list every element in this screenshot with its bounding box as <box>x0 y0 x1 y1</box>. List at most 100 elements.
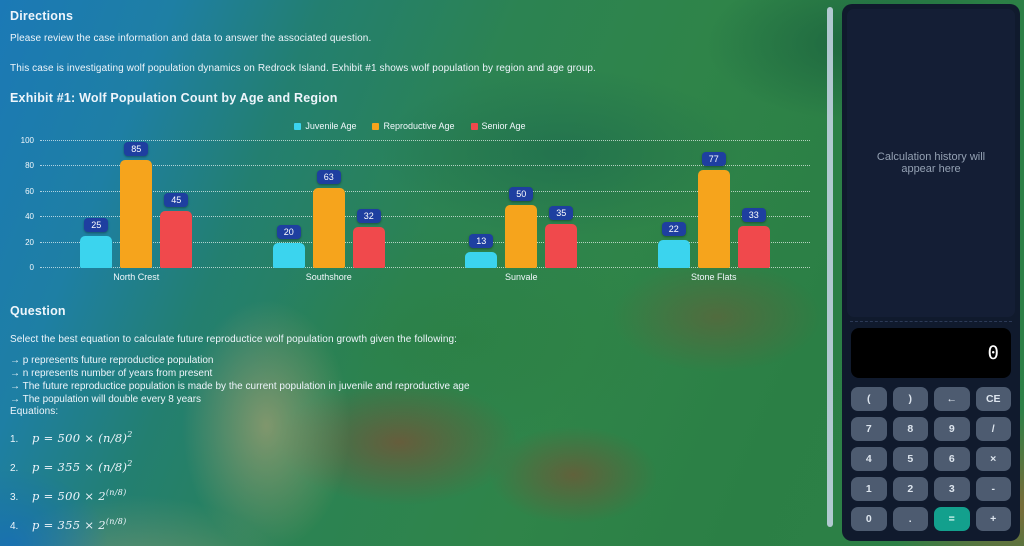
equation-list: 1. p = 500 × (n/8)2 2. p = 355 × (n/8)2 3. p … <box>10 430 133 546</box>
legend-swatch <box>470 122 478 130</box>
calc-button-×[interactable]: × <box>975 447 1011 471</box>
calc-button-CE[interactable]: CE <box>975 387 1011 411</box>
calc-button-1[interactable]: 1 <box>851 477 887 501</box>
calculator-display: 0 <box>851 328 1011 378</box>
calc-button-)[interactable]: ) <box>892 387 928 411</box>
equation-number: 3. <box>10 491 19 503</box>
bar-column: 32 <box>352 209 385 268</box>
equation-number: 1. <box>10 433 19 445</box>
bar <box>80 236 113 268</box>
bar-value-badge: 85 <box>124 142 149 157</box>
bar-column: 77 <box>697 152 730 268</box>
directions-text: Please review the case information and d… <box>10 33 372 44</box>
calc-button-9[interactable]: 9 <box>934 417 970 441</box>
bar <box>352 227 385 268</box>
bar-value-badge: 35 <box>549 205 574 220</box>
question-bullet-list: → p represents future reproductice popul… <box>10 354 470 406</box>
calc-button-8[interactable]: 8 <box>892 417 928 441</box>
calc-button-0[interactable]: 0 <box>851 507 887 531</box>
bar-value-badge: 25 <box>84 218 109 233</box>
equation-item: 3. p = 500 × 2(n/8) <box>10 488 133 517</box>
bar-column: 20 <box>272 224 305 268</box>
bar <box>272 242 305 268</box>
equation-exponent: 2 <box>127 430 133 439</box>
equation-math: p = 500 × 2(n/8) <box>32 488 127 503</box>
y-axis-tick-label: 80 <box>25 161 34 171</box>
bar-group: 20 63 32 Southshore <box>272 170 385 282</box>
calculator-display-value: 0 <box>987 342 999 364</box>
y-axis-tick-label: 100 <box>20 136 34 145</box>
legend-swatch <box>294 122 302 130</box>
question-prompt: Select the best equation to calculate fu… <box>10 334 458 345</box>
bar-column: 63 <box>312 170 345 268</box>
bar <box>505 204 538 268</box>
calc-button-7[interactable]: 7 <box>851 417 887 441</box>
exhibit-title: Exhibit #1: Wolf Population Count by Age… <box>10 91 338 105</box>
case-description-text: This case is investigating wolf populati… <box>10 63 596 74</box>
question-bullet: → The population will double every 8 yea… <box>10 394 202 405</box>
question-bullet: → n represents number of years from pres… <box>10 368 213 379</box>
equation-exponent: 2 <box>127 459 133 468</box>
equation-math: p = 355 × (n/8)2 <box>32 459 133 474</box>
legend-label: Juvenile Age <box>305 121 357 131</box>
equation-item: 1. p = 500 × (n/8)2 <box>10 430 133 459</box>
bar-column: 13 <box>465 233 498 268</box>
calc-button-2[interactable]: 2 <box>892 477 928 501</box>
bar <box>545 223 578 268</box>
y-axis-tick-label: 20 <box>25 237 34 247</box>
calculator-separator <box>850 321 1012 322</box>
y-axis-tick-label: 60 <box>25 186 34 196</box>
case-content-pane: Directions Please review the case inform… <box>10 0 822 546</box>
y-axis-tick-label: 0 <box>29 263 34 272</box>
bar-column: 85 <box>120 142 153 268</box>
calc-button-5[interactable]: 5 <box>892 447 928 471</box>
calc-button-+[interactable]: + <box>975 507 1011 531</box>
bar-value-badge: 50 <box>509 186 534 201</box>
bar-group: 22 77 33 Stone Flats <box>657 152 770 282</box>
bar-column: 50 <box>505 186 538 268</box>
calc-button-equals[interactable]: = <box>934 507 970 531</box>
equation-math: p = 500 × (n/8)2 <box>32 430 133 445</box>
calc-button-3[interactable]: 3 <box>934 477 970 501</box>
bar-value-badge: 13 <box>469 233 494 248</box>
bar-group: 13 50 35 Sunvale <box>465 186 578 282</box>
equations-label: Equations: <box>10 406 59 417</box>
bar <box>657 240 690 268</box>
question-heading: Question <box>10 304 66 318</box>
equation-number: 4. <box>10 520 19 532</box>
equation-exponent: (n/8) <box>105 488 127 497</box>
legend-item: Senior Age <box>470 119 526 133</box>
equation-item: 4. p = 355 × 2(n/8) <box>10 517 133 546</box>
calculator-history-area: Calculation history will appear here <box>847 9 1015 317</box>
bar-value-badge: 77 <box>701 152 726 167</box>
x-axis-category-label: Sunvale <box>504 272 538 282</box>
bar-value-badge: 45 <box>164 192 189 207</box>
calc-button-/[interactable]: / <box>975 417 1011 441</box>
question-bullet: → The future reproductice population is … <box>10 381 470 392</box>
calc-button-backspace[interactable]: ← <box>934 387 970 411</box>
calc-button--[interactable]: - <box>975 477 1011 501</box>
bar-column: 45 <box>160 192 193 268</box>
equation-exponent: (n/8) <box>105 517 127 526</box>
calc-button-.[interactable]: . <box>892 507 928 531</box>
vertical-scrollbar-thumb[interactable] <box>827 7 833 527</box>
bar-value-badge: 63 <box>316 170 341 184</box>
bar-groups: 25 85 45 North Crest 20 63 32 Southshore 13 50 35 S… <box>40 141 810 282</box>
gridline: 100 <box>21 136 810 145</box>
bar-value-badge: 32 <box>356 209 381 224</box>
legend-item: Juvenile Age <box>294 119 356 133</box>
bar-value-badge: 22 <box>661 222 686 237</box>
wolf-population-chart: Juvenile Age Reproductive Age Senior Age 0… <box>10 119 810 282</box>
equation-math: p = 355 × 2(n/8) <box>32 517 127 532</box>
equation-number: 2. <box>10 462 19 474</box>
bar-column: 35 <box>545 205 578 268</box>
legend-label: Senior Age <box>481 121 526 131</box>
legend-item: Reproductive Age <box>372 119 455 133</box>
calc-button-6[interactable]: 6 <box>934 447 970 471</box>
chart-legend: Juvenile Age Reproductive Age Senior Age <box>10 119 810 133</box>
calc-button-4[interactable]: 4 <box>851 447 887 471</box>
y-axis-tick-label: 40 <box>25 212 34 222</box>
calc-button-([interactable]: ( <box>851 387 887 411</box>
bar <box>697 170 730 268</box>
bar <box>465 251 498 268</box>
